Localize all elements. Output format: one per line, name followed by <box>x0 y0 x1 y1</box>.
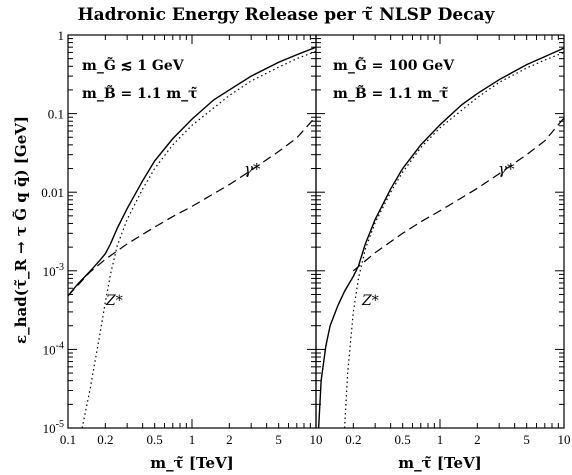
curve-dotted <box>343 51 565 429</box>
x-tick-label: 2 <box>226 432 233 447</box>
y-tick-label: 1 <box>58 28 65 43</box>
right-gamma-star-label: γ* <box>498 160 515 178</box>
x-tick-label: 2 <box>474 432 481 447</box>
left-annotation-bino: m_B̃ = 1.1 m_τ̃ <box>82 84 198 102</box>
right-panel-curves <box>317 47 565 429</box>
curve-dashed <box>67 116 317 297</box>
chart-title: Hadronic Energy Release per τ̃ NLSP Deca… <box>78 5 496 25</box>
y-tick-label: 0.01 <box>41 185 64 200</box>
x-tick-label: 10 <box>558 432 571 447</box>
right-x-axis-label: m_τ̃ [TeV] <box>398 454 482 472</box>
y-axis-label: ε_had(τ̃_R → τ G̃ q q̄) [GeV] <box>12 116 30 344</box>
left-panel-curves <box>67 46 317 429</box>
y-tick-label: 10-3 <box>43 262 64 279</box>
left-panel-ticks <box>67 34 316 429</box>
x-tick-label: 0.2 <box>97 432 113 447</box>
curve-solid <box>67 46 317 297</box>
right-annotation-gravitino: m_G̃ = 100 GeV <box>333 56 455 74</box>
x-tick-label: 1 <box>437 432 444 447</box>
right-z-star-label: Z* <box>361 293 379 309</box>
x-tick-label: 0.2 <box>345 432 361 447</box>
curve-dotted <box>81 50 317 429</box>
x-tick-label: 0.1 <box>60 432 76 447</box>
x-tick-label: 0.5 <box>395 432 411 447</box>
left-gamma-star-label: γ* <box>244 160 261 178</box>
x-tick-label: 0.5 <box>147 432 163 447</box>
right-panel-tick-labels: 0.2 0.5 1 2 5 10 <box>345 432 570 447</box>
y-tick-label: 10-5 <box>43 419 64 436</box>
y-tick-label: 0.1 <box>48 107 64 122</box>
curve-solid <box>317 47 565 429</box>
left-x-axis-label: m_τ̃ [TeV] <box>150 454 234 472</box>
x-tick-label: 5 <box>275 432 282 447</box>
right-annotation-bino: m_B̃ = 1.1 m_τ̃ <box>333 84 449 102</box>
left-annotation-gravitino: m_G̃ ≲ 1 GeV <box>82 56 185 74</box>
right-panel-ticks <box>315 34 564 429</box>
curve-dashed <box>352 117 565 272</box>
x-tick-label: 1 <box>189 432 196 447</box>
y-tick-label: 10-4 <box>43 340 64 357</box>
x-tick-label: 5 <box>523 432 530 447</box>
x-tick-label: 10 <box>310 432 323 447</box>
left-z-star-label: Z* <box>105 293 123 309</box>
left-panel-tick-labels: 0.1 0.2 0.5 1 2 5 10 1 0.1 0.01 10-3 10-4 10-5 <box>41 28 322 447</box>
